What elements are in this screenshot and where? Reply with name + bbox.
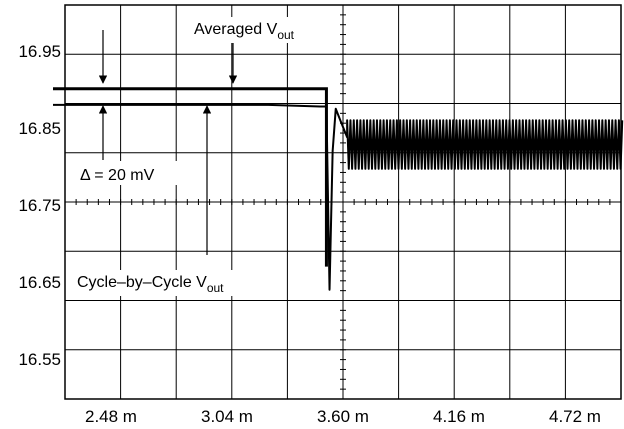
series-group [53, 87, 624, 291]
label-box [190, 17, 340, 43]
series-label-cycle-by-cycle: Cycle–by–Cycle Vout [77, 274, 224, 295]
y-tick-label: 16.75 [18, 196, 61, 215]
x-tick-label: 4.16 m [433, 407, 485, 426]
label-box [75, 161, 193, 185]
y-tick-label: 16.65 [18, 273, 61, 292]
series-cycle-by-cycle-vout [53, 103, 624, 291]
x-tick-label: 4.72 m [549, 407, 601, 426]
series-averaged-vout [53, 87, 328, 267]
x-tick-label: 3.60 m [317, 407, 369, 426]
center-minor-ticks [64, 4, 622, 400]
y-tick-label: 16.55 [18, 350, 61, 369]
series-label-averaged: Averaged Vout [194, 21, 295, 42]
plot-frame [64, 4, 622, 400]
x-tick-label: 3.04 m [201, 407, 253, 426]
y-tick-label: 16.95 [18, 42, 61, 61]
tick-labels: 16.95 16.85 16.75 16.65 16.55 2.48 m 3.04 m 3.6… [18, 42, 601, 426]
label-box [73, 270, 286, 296]
y-tick-label: 16.85 [18, 119, 61, 138]
delta-annotation: Δ = 20 mV [80, 167, 155, 184]
x-tick-label: 2.48 m [85, 407, 137, 426]
annotations: Averaged Vout Δ = 20 mV Cycle–by–Cycle Vou… [73, 17, 340, 296]
